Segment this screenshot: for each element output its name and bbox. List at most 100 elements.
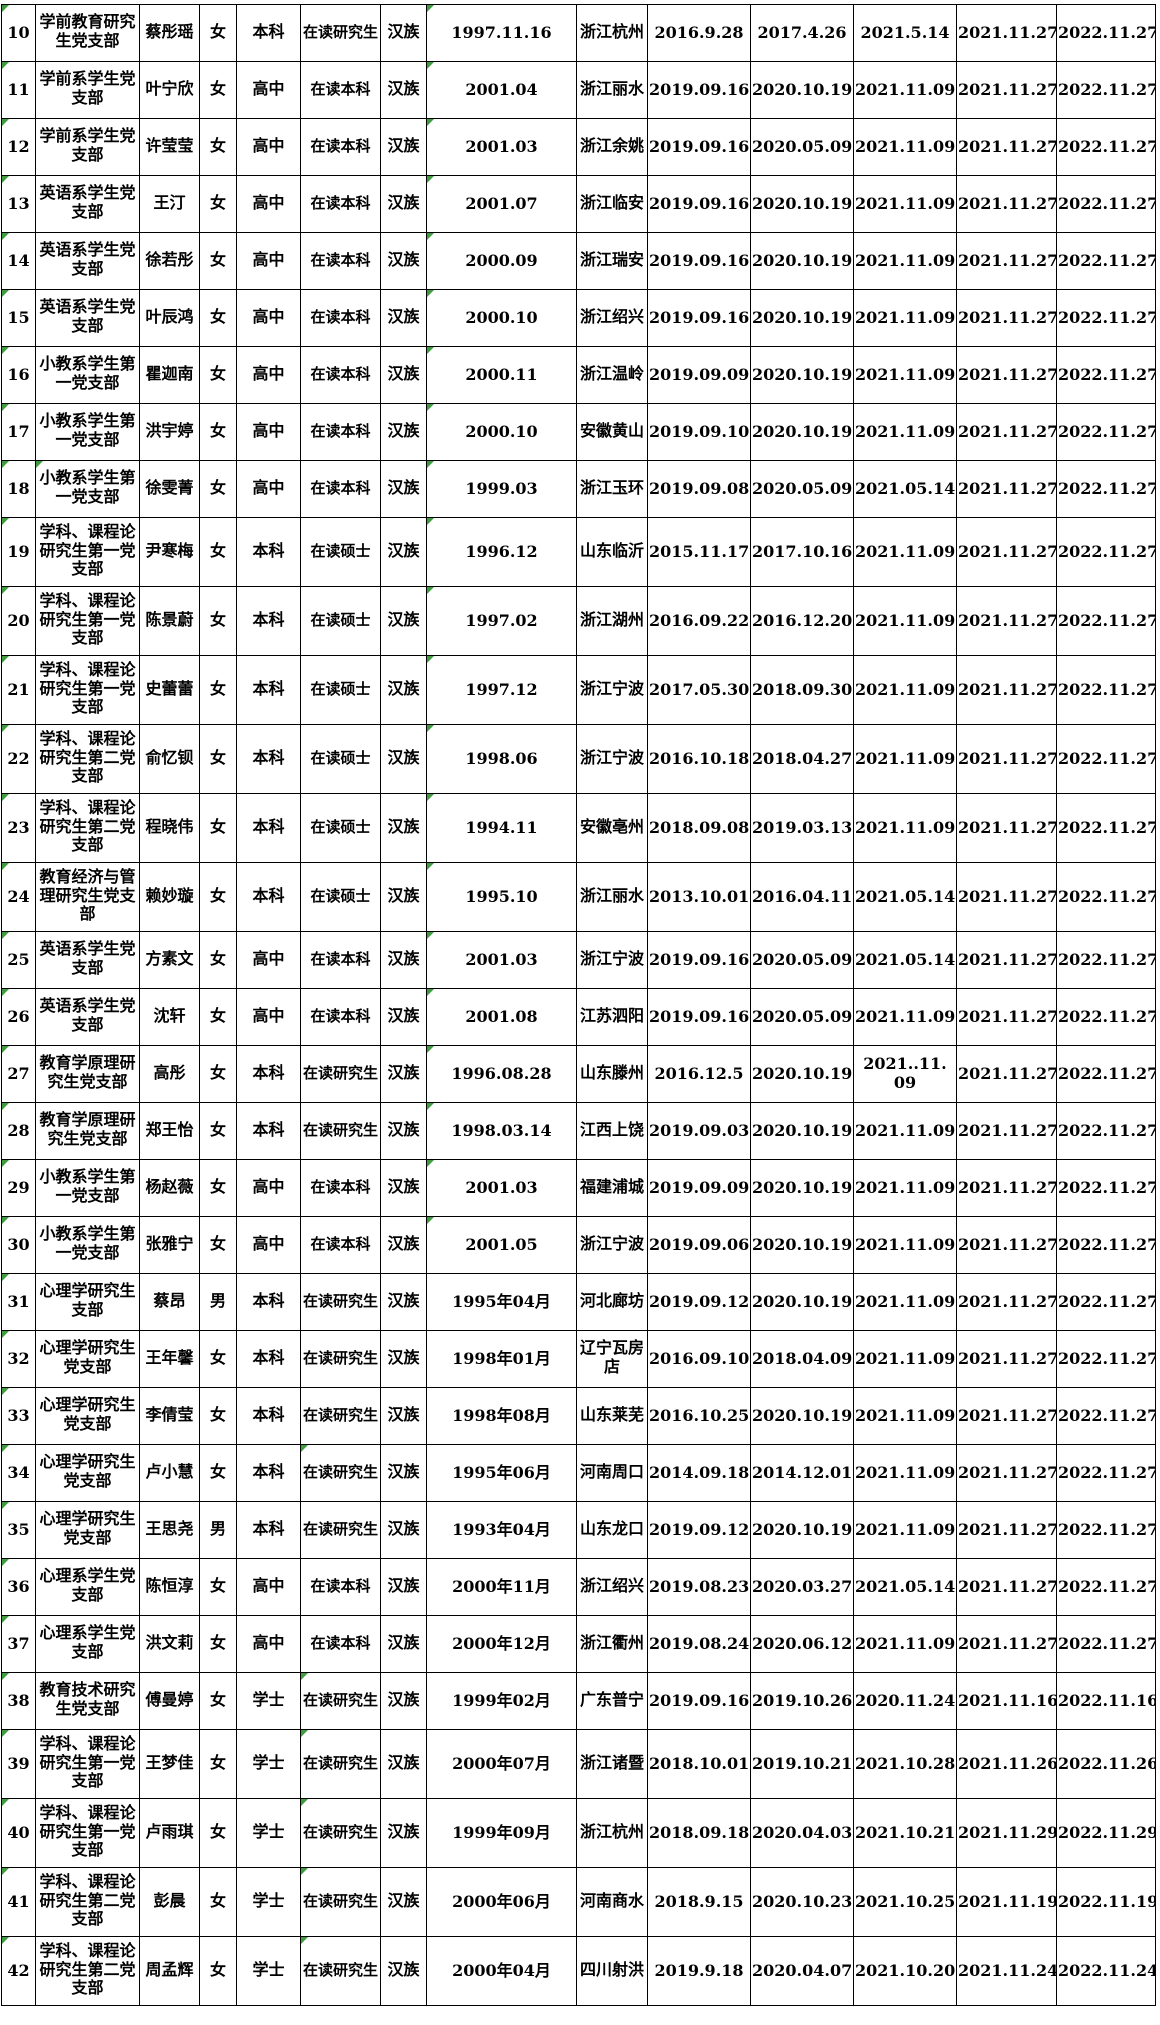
cell-gender: 女 xyxy=(199,1387,237,1445)
green-corner-mark xyxy=(2,1103,9,1110)
cell-name: 张雅宁 xyxy=(139,1216,200,1274)
cell-branch: 学前教育研究生党支部 xyxy=(35,4,140,62)
cell-education: 本科 xyxy=(236,724,301,794)
cell-date-4: 2021.11.27 xyxy=(956,346,1057,404)
green-corner-mark xyxy=(427,518,434,525)
cell-seq: 36 xyxy=(1,1558,36,1616)
cell-date-2: 2020.10.19 xyxy=(750,1102,854,1160)
cell-date-4: 2021.11.27 xyxy=(956,175,1057,233)
cell-date-4: 2021.11.27 xyxy=(956,1387,1057,1445)
green-corner-mark xyxy=(2,290,9,297)
cell-birth-date: 2000.11 xyxy=(426,346,577,404)
cell-date-4: 2021.11.27 xyxy=(956,655,1057,725)
cell-branch: 学科、课程论研究生第一党支部 xyxy=(35,586,140,656)
green-corner-mark xyxy=(2,1937,9,1944)
green-corner-mark xyxy=(427,725,434,732)
cell-ethnicity: 汉族 xyxy=(380,1558,427,1616)
cell-seq: 12 xyxy=(1,118,36,176)
green-corner-mark xyxy=(2,176,9,183)
cell-date-1: 2019.09.10 xyxy=(647,403,751,461)
cell-birthplace: 浙江宁波 xyxy=(576,655,648,725)
cell-ethnicity: 汉族 xyxy=(380,655,427,725)
table-body: 10 学前教育研究生党支部 蔡彤瑶 女 本科 在读研究生 汉族 1997.11.… xyxy=(1,4,1156,2006)
cell-date-3: 2021.11.09 xyxy=(853,175,957,233)
cell-education: 本科 xyxy=(236,1102,301,1160)
green-corner-mark xyxy=(301,1730,308,1737)
cell-name: 周孟辉 xyxy=(139,1936,200,2006)
cell-date-5: 2022.11.27 xyxy=(1056,1558,1156,1616)
cell-branch: 英语系学生党支部 xyxy=(35,931,140,989)
cell-date-3: 2021.11.09 xyxy=(853,1159,957,1217)
cell-name: 彭晨 xyxy=(139,1867,200,1937)
cell-date-2: 2020.10.19 xyxy=(750,289,854,347)
cell-gender: 女 xyxy=(199,862,237,932)
cell-birthplace: 河南周口 xyxy=(576,1444,648,1502)
cell-branch: 英语系学生党支部 xyxy=(35,175,140,233)
cell-date-3: 2021.11.09 xyxy=(853,1444,957,1502)
cell-name: 俞忆钡 xyxy=(139,724,200,794)
cell-gender: 女 xyxy=(199,289,237,347)
green-corner-mark xyxy=(2,119,9,126)
cell-ethnicity: 汉族 xyxy=(380,1867,427,1937)
cell-ethnicity: 汉族 xyxy=(380,517,427,587)
cell-seq: 23 xyxy=(1,793,36,863)
green-corner-mark xyxy=(427,1046,434,1053)
cell-date-2: 2019.10.26 xyxy=(750,1672,854,1730)
cell-seq: 26 xyxy=(1,988,36,1046)
cell-date-1: 2019.09.16 xyxy=(647,61,751,119)
cell-date-2: 2020.04.07 xyxy=(750,1936,854,2006)
cell-birth-date: 1996.12 xyxy=(426,517,577,587)
green-corner-mark xyxy=(427,863,434,870)
cell-birth-date: 2000年12月 xyxy=(426,1615,577,1673)
cell-gender: 女 xyxy=(199,460,237,518)
cell-birthplace: 浙江温岭 xyxy=(576,346,648,404)
cell-birthplace: 江苏泗阳 xyxy=(576,988,648,1046)
cell-date-5: 2022.11.27 xyxy=(1056,862,1156,932)
cell-birthplace: 山东滕州 xyxy=(576,1045,648,1103)
cell-birthplace: 安徽黄山 xyxy=(576,403,648,461)
table-row: 25 英语系学生党支部 方素文 女 高中 在读本科 汉族 2001.03 浙江宁… xyxy=(1,931,1156,989)
cell-name: 蔡彤瑶 xyxy=(139,4,200,62)
cell-education: 本科 xyxy=(236,4,301,62)
cell-date-2: 2020.10.19 xyxy=(750,1387,854,1445)
cell-education: 高中 xyxy=(236,1615,301,1673)
cell-seq: 39 xyxy=(1,1729,36,1799)
cell-name: 陈景蔚 xyxy=(139,586,200,656)
cell-date-2: 2017.4.26 xyxy=(750,4,854,62)
cell-name: 卢小慧 xyxy=(139,1444,200,1502)
cell-gender: 女 xyxy=(199,1102,237,1160)
green-corner-mark xyxy=(427,989,434,996)
cell-name: 洪文莉 xyxy=(139,1615,200,1673)
table-row: 38 教育技术研究生党支部 傅曼婷 女 学士 在读研究生 汉族 1999年02月… xyxy=(1,1672,1156,1730)
cell-date-4: 2021.11.27 xyxy=(956,1216,1057,1274)
cell-date-4: 2021.11.27 xyxy=(956,1330,1057,1388)
cell-date-4: 2021.11.27 xyxy=(956,4,1057,62)
cell-date-4: 2021.11.19 xyxy=(956,1867,1057,1937)
cell-date-4: 2021.11.27 xyxy=(956,289,1057,347)
cell-branch: 小教系学生第一党支部 xyxy=(35,1159,140,1217)
cell-status: 在读本科 xyxy=(300,289,381,347)
cell-date-1: 2013.10.01 xyxy=(647,862,751,932)
cell-seq: 15 xyxy=(1,289,36,347)
green-corner-mark xyxy=(427,347,434,354)
cell-date-3: 2021.11.09 xyxy=(853,118,957,176)
green-corner-mark xyxy=(2,1559,9,1566)
cell-status: 在读研究生 xyxy=(300,1501,381,1559)
cell-education: 本科 xyxy=(236,1444,301,1502)
cell-date-4: 2021.11.27 xyxy=(956,1444,1057,1502)
cell-birth-date: 1997.02 xyxy=(426,586,577,656)
cell-date-1: 2016.09.22 xyxy=(647,586,751,656)
cell-date-3: 2021.11.09 xyxy=(853,1102,957,1160)
green-corner-mark xyxy=(427,5,434,12)
cell-name: 瞿迦南 xyxy=(139,346,200,404)
cell-date-5: 2022.11.26 xyxy=(1056,1729,1156,1799)
cell-name: 徐若彤 xyxy=(139,232,200,290)
cell-date-1: 2019.09.06 xyxy=(647,1216,751,1274)
cell-status: 在读本科 xyxy=(300,1558,381,1616)
cell-name: 傅曼婷 xyxy=(139,1672,200,1730)
cell-ethnicity: 汉族 xyxy=(380,4,427,62)
cell-status: 在读本科 xyxy=(300,346,381,404)
green-corner-mark xyxy=(427,461,434,468)
cell-seq: 18 xyxy=(1,460,36,518)
cell-date-2: 2016.12.20 xyxy=(750,586,854,656)
